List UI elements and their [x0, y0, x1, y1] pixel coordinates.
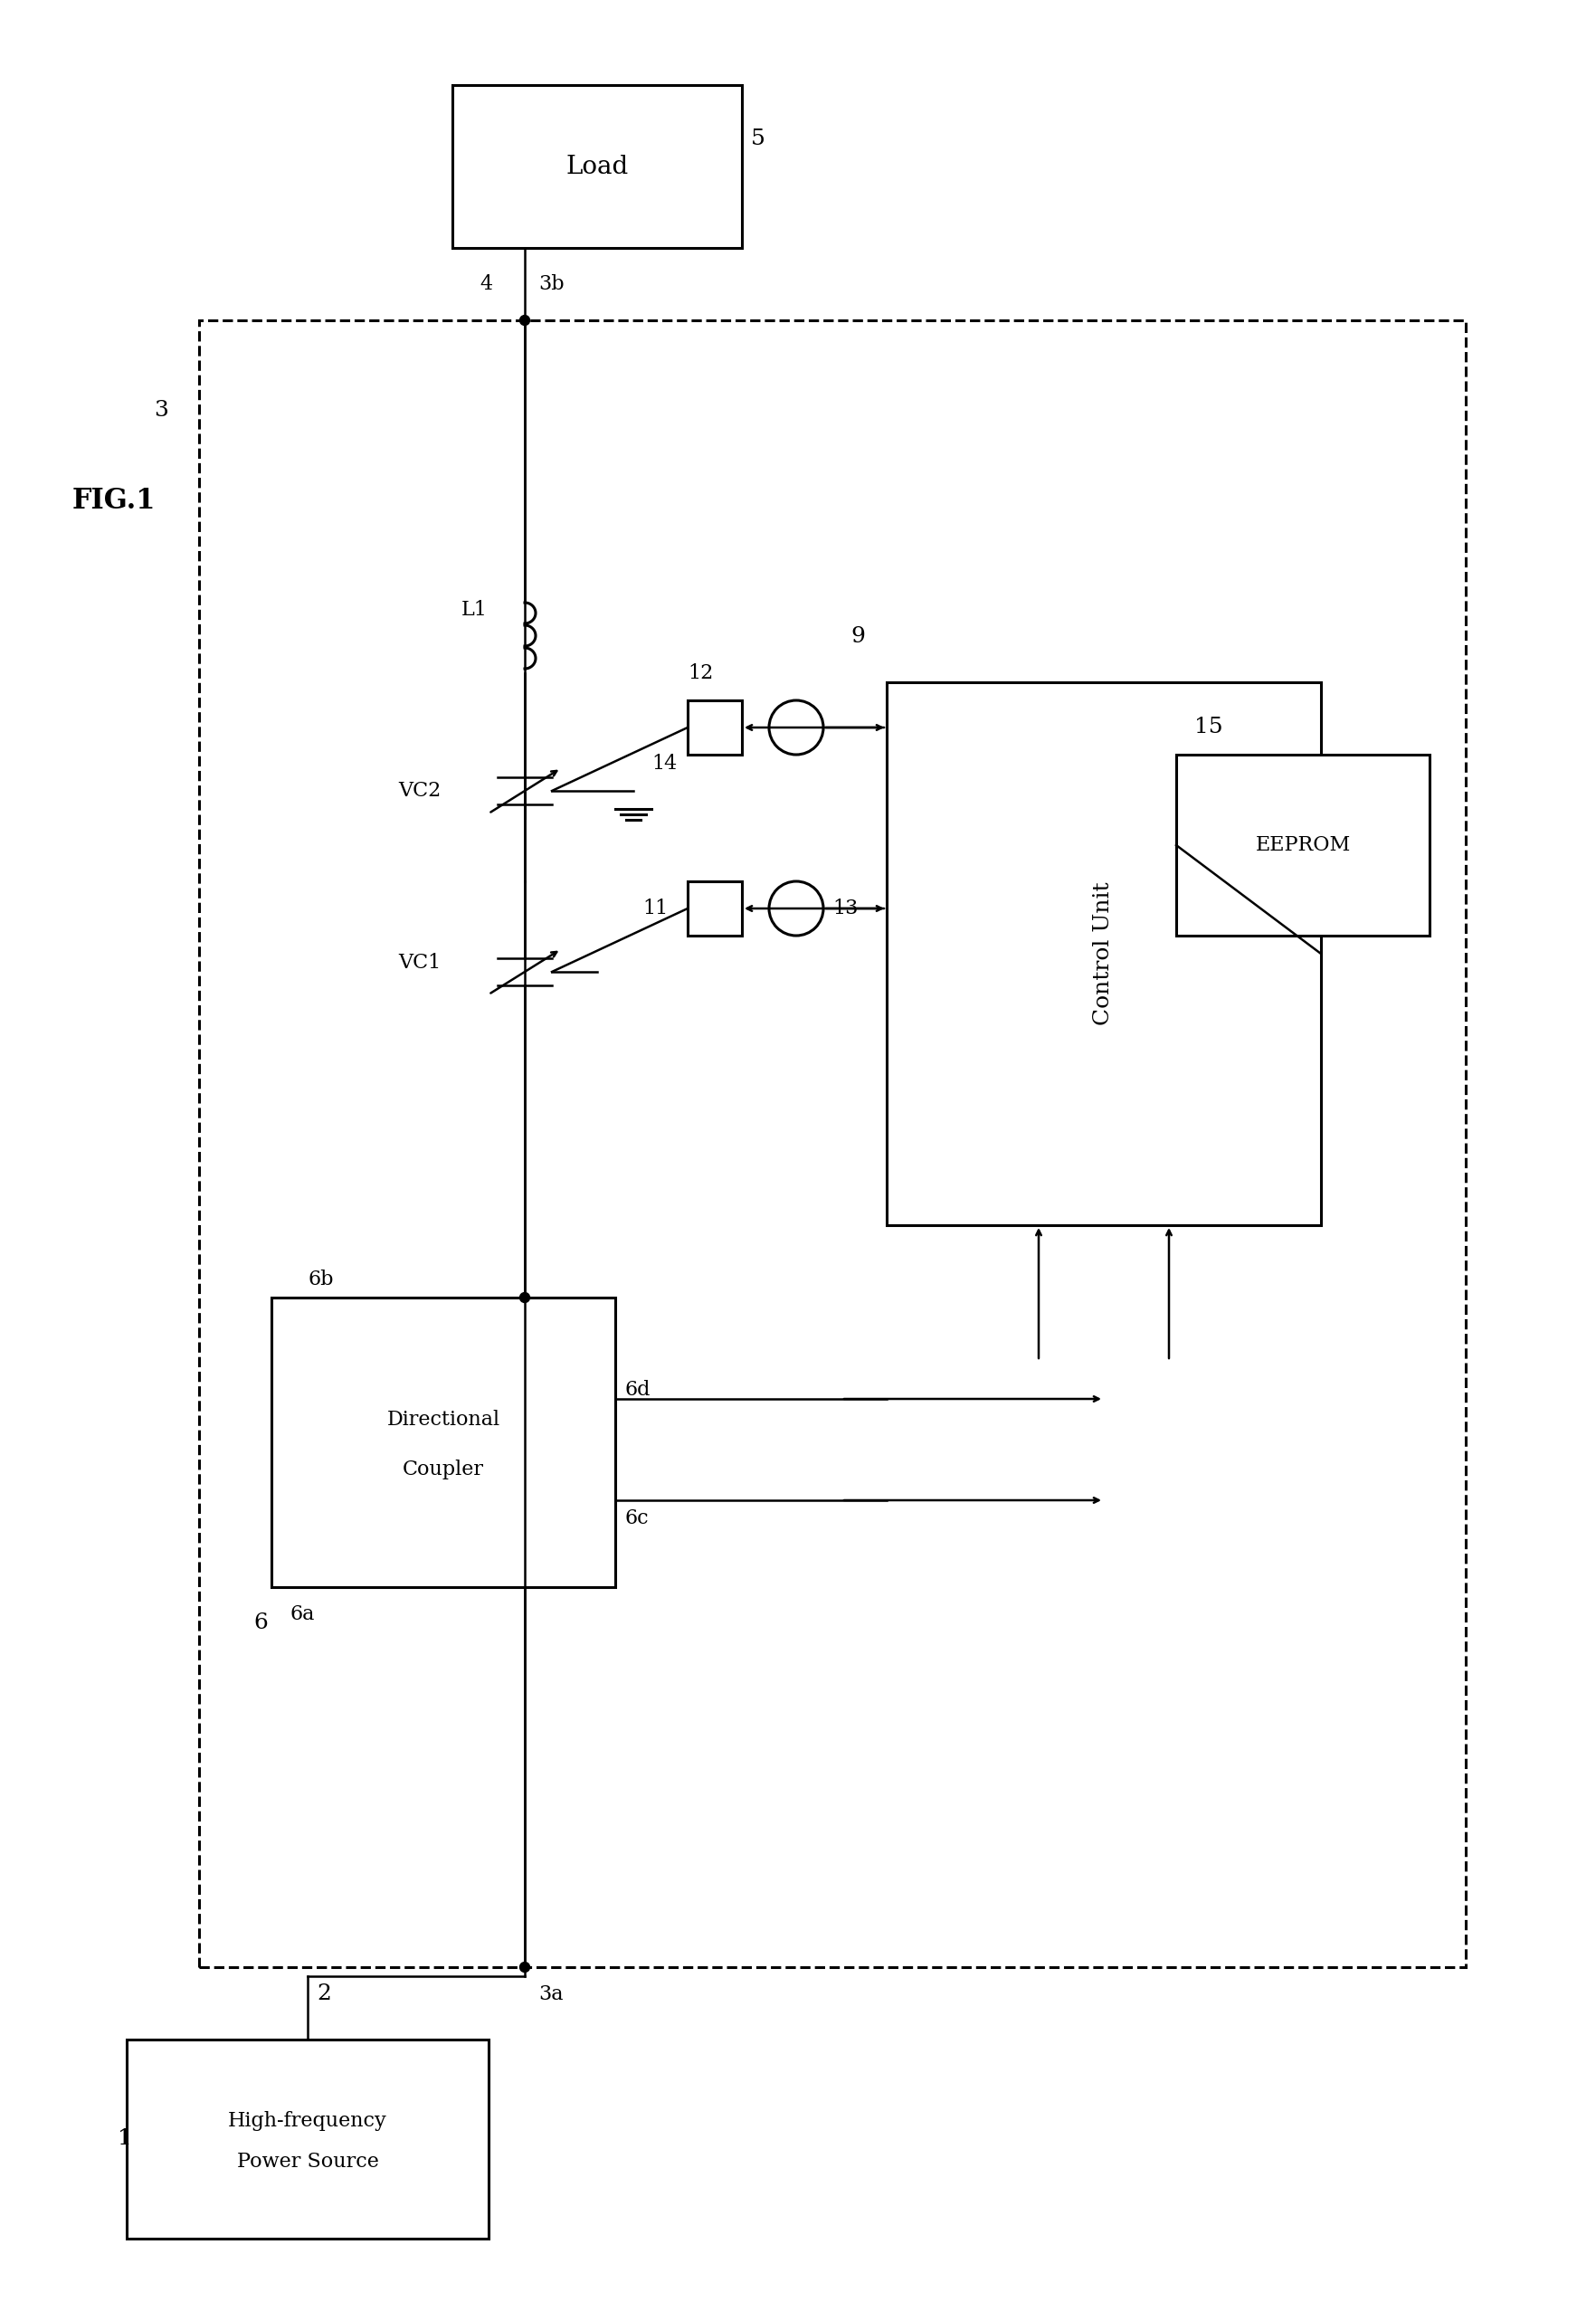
Text: FIG.1: FIG.1	[72, 488, 156, 515]
Text: 15: 15	[1194, 716, 1223, 737]
Text: Load: Load	[567, 155, 629, 178]
FancyBboxPatch shape	[271, 1296, 614, 1588]
Circle shape	[520, 314, 530, 326]
Bar	[688, 700, 742, 756]
Text: Control Unit: Control Unit	[1093, 883, 1114, 1026]
Text: 13: 13	[833, 899, 859, 917]
FancyBboxPatch shape	[126, 2041, 488, 2239]
Text: Directional: Directional	[386, 1410, 500, 1431]
Text: 9: 9	[851, 626, 865, 647]
Text: Power Source: Power Source	[236, 2152, 378, 2172]
Text: 6: 6	[254, 1613, 268, 1634]
Text: 5: 5	[752, 129, 766, 150]
FancyBboxPatch shape	[452, 86, 742, 247]
Text: L1: L1	[461, 601, 487, 619]
Bar	[688, 880, 742, 936]
Text: 12: 12	[688, 663, 713, 684]
Text: 14: 14	[651, 753, 677, 774]
Text: Coupler: Coupler	[402, 1461, 484, 1479]
Text: 3b: 3b	[538, 275, 565, 293]
Text: 6c: 6c	[624, 1509, 648, 1528]
Circle shape	[520, 1292, 530, 1303]
Text: VC2: VC2	[397, 781, 440, 802]
Text: 2: 2	[316, 1983, 330, 2004]
Text: 3a: 3a	[538, 1985, 563, 2004]
Text: 11: 11	[642, 899, 669, 917]
Text: 3: 3	[153, 400, 168, 421]
Text: 6d: 6d	[624, 1380, 650, 1400]
Text: High-frequency: High-frequency	[228, 2110, 388, 2131]
FancyBboxPatch shape	[1176, 756, 1430, 936]
FancyBboxPatch shape	[887, 682, 1321, 1225]
Text: EEPROM: EEPROM	[1254, 834, 1350, 855]
Text: VC1: VC1	[397, 952, 440, 973]
Circle shape	[520, 1962, 530, 1971]
Text: 6a: 6a	[289, 1604, 314, 1625]
Text: 1: 1	[118, 2128, 132, 2149]
Text: 6b: 6b	[308, 1269, 334, 1290]
Text: 4: 4	[479, 275, 492, 293]
